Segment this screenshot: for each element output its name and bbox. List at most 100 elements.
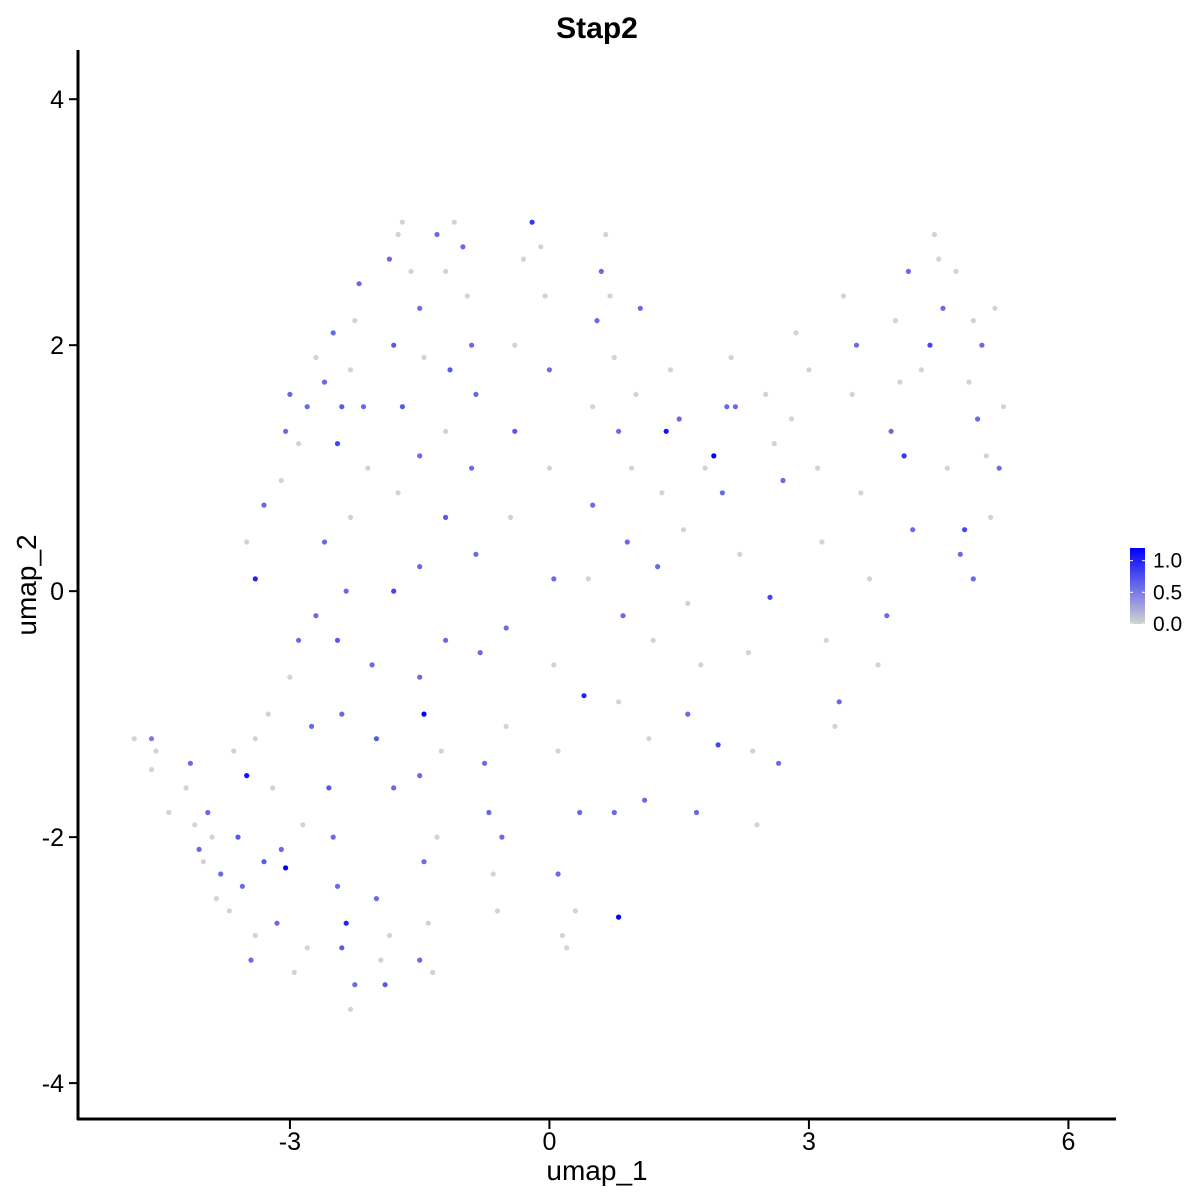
x-tick-label: 0 bbox=[542, 1128, 556, 1156]
scatter-point bbox=[546, 465, 553, 471]
scatter-point bbox=[927, 342, 933, 348]
scatter-point bbox=[356, 281, 362, 287]
color-legend: 0.0 0.5 1.0 bbox=[1130, 548, 1182, 636]
scatter-point bbox=[421, 859, 427, 865]
scatter-point bbox=[395, 490, 401, 496]
scatter-point bbox=[391, 588, 397, 594]
scatter-point bbox=[304, 945, 310, 951]
scatter-point bbox=[213, 896, 219, 902]
scatter-point bbox=[252, 736, 258, 742]
scatter-point bbox=[598, 268, 604, 274]
scatter-point bbox=[347, 367, 354, 373]
scatter-point bbox=[153, 748, 159, 754]
scatter-point bbox=[287, 674, 293, 680]
scatter-point bbox=[555, 871, 561, 877]
scatter-point bbox=[1000, 404, 1007, 410]
scatter-point bbox=[663, 428, 669, 434]
scatter-point bbox=[823, 637, 829, 643]
scatter-point bbox=[711, 453, 717, 459]
scatter-point bbox=[629, 465, 635, 471]
scatter-point bbox=[538, 244, 544, 250]
scatter-point bbox=[542, 293, 548, 299]
scatter-point bbox=[408, 268, 414, 274]
scatter-point bbox=[555, 748, 561, 754]
scatter-point bbox=[507, 514, 514, 521]
scatter-point bbox=[957, 551, 963, 557]
scatter-point bbox=[983, 453, 989, 459]
scatter-point bbox=[473, 391, 479, 397]
scatter-point bbox=[434, 231, 440, 238]
scatter-point bbox=[529, 219, 535, 225]
scatter-point bbox=[572, 908, 579, 914]
scatter-point bbox=[650, 637, 656, 643]
scatter-point bbox=[283, 865, 289, 871]
scatter-point bbox=[789, 416, 795, 422]
scatter-point bbox=[443, 268, 449, 274]
scatter-point bbox=[486, 809, 492, 816]
scatter-point bbox=[330, 834, 336, 840]
scatter-point bbox=[205, 809, 211, 816]
scatter-point bbox=[270, 785, 276, 791]
scatter-point bbox=[252, 576, 258, 582]
scatter-point bbox=[287, 391, 293, 397]
scatter-point bbox=[131, 736, 137, 742]
scatter-point bbox=[494, 908, 501, 914]
scatter-point bbox=[313, 354, 319, 361]
scatter-point bbox=[352, 318, 358, 324]
scatter-point bbox=[607, 293, 613, 299]
scatter-point bbox=[642, 797, 648, 803]
scatter-point bbox=[732, 404, 739, 410]
scatter-point bbox=[520, 256, 527, 262]
scatter-point bbox=[373, 736, 379, 742]
scatter-point bbox=[512, 428, 518, 434]
scatter-point bbox=[291, 969, 297, 976]
scatter-point bbox=[979, 342, 985, 348]
scatter-point bbox=[616, 428, 622, 434]
scatter-point bbox=[897, 379, 903, 385]
scatter-point bbox=[399, 404, 405, 410]
scatter-point bbox=[334, 441, 341, 447]
scatter-point bbox=[482, 760, 488, 766]
scatter-point bbox=[603, 231, 609, 238]
scatter-point bbox=[970, 576, 976, 582]
points-layer bbox=[131, 219, 1007, 1012]
scatter-point bbox=[750, 748, 756, 754]
scatter-point bbox=[469, 465, 475, 471]
scatter-point bbox=[551, 662, 557, 668]
scatter-point bbox=[667, 367, 674, 373]
scatter-point bbox=[888, 428, 894, 434]
scatter-point bbox=[373, 896, 379, 902]
scatter-point bbox=[417, 453, 423, 459]
y-tick-label: 2 bbox=[50, 332, 64, 360]
scatter-point bbox=[611, 354, 617, 361]
scatter-point bbox=[183, 785, 189, 791]
scatter-point bbox=[278, 477, 284, 484]
scatter-point bbox=[469, 342, 475, 348]
scatter-point bbox=[840, 293, 847, 299]
scatter-point bbox=[347, 1006, 354, 1012]
scatter-point bbox=[910, 527, 916, 533]
scatter-point bbox=[148, 766, 155, 773]
scatter-point bbox=[391, 342, 397, 348]
scatter-point bbox=[590, 404, 596, 410]
scatter-point bbox=[365, 465, 371, 471]
x-tick-label: -3 bbox=[279, 1128, 301, 1156]
scatter-point bbox=[464, 293, 470, 299]
scatter-point bbox=[425, 920, 431, 926]
scatter-point bbox=[218, 871, 224, 877]
scatter-point bbox=[754, 822, 760, 828]
scatter-point bbox=[369, 662, 375, 668]
scatter-point bbox=[378, 957, 384, 963]
scatter-point bbox=[793, 330, 799, 336]
scatter-point bbox=[443, 637, 449, 643]
scatter-point bbox=[226, 908, 232, 914]
scatter-point bbox=[244, 773, 250, 779]
scatter-point bbox=[853, 342, 860, 348]
scatter-point bbox=[616, 699, 622, 705]
scatter-point bbox=[815, 465, 821, 471]
scatter-point bbox=[966, 379, 972, 385]
scatter-point bbox=[252, 932, 258, 939]
scatter-point bbox=[503, 723, 509, 730]
scatter-point bbox=[620, 613, 626, 619]
scatter-point bbox=[698, 662, 704, 668]
